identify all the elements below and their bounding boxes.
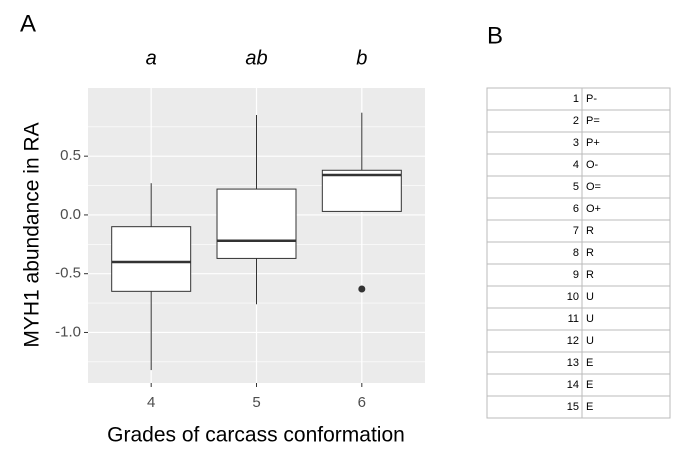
y-tick-label: -0.5 (55, 265, 81, 282)
table-cell: E (586, 379, 593, 391)
box (111, 226, 192, 292)
table-cell: 13 (567, 357, 579, 369)
x-tick-label: 4 (147, 394, 155, 411)
significance-letter: ab (245, 47, 267, 69)
table-cell: O+ (586, 203, 601, 215)
y-axis-title: MYH1 abundance in RA (21, 122, 44, 347)
x-axis-title: Grades of carcass conformation (107, 424, 405, 447)
outlier (358, 285, 366, 293)
table-cell: 14 (567, 379, 579, 391)
box (216, 188, 297, 259)
table-cell: 3 (573, 137, 579, 149)
table-cell: E (586, 357, 593, 369)
x-tick-label: 5 (252, 394, 260, 411)
table-cell: U (586, 313, 594, 325)
table-cell: 4 (573, 159, 579, 171)
table-cell: 1 (573, 93, 579, 105)
table-cell: 5 (573, 181, 579, 193)
table-cell: 12 (567, 335, 579, 347)
box (321, 169, 402, 212)
table-cell: U (586, 335, 594, 347)
table-cell: R (586, 247, 594, 259)
significance-letter: a (146, 47, 157, 69)
panel-label: B (487, 22, 503, 49)
table-cell: E (586, 401, 593, 413)
significance-letter: b (356, 47, 367, 69)
table-cell: 7 (573, 225, 579, 237)
table-border (486, 87, 671, 419)
table-cell: O- (586, 159, 599, 171)
panel-label: A (20, 10, 36, 37)
table-cell: 8 (573, 247, 579, 259)
table-cell: P= (586, 115, 600, 127)
table-cell: P- (586, 93, 597, 105)
table-cell: 2 (573, 115, 579, 127)
table-cell: 15 (567, 401, 579, 413)
y-tick-label: -1.0 (55, 323, 81, 340)
table-cell: O= (586, 181, 601, 193)
table-cell: 11 (568, 313, 579, 325)
y-tick-label: 0.5 (60, 147, 81, 164)
table-cell: 6 (573, 203, 579, 215)
x-tick-label: 6 (358, 394, 366, 411)
table-cell: 9 (573, 269, 579, 281)
table-cell: P+ (586, 137, 600, 149)
table-cell: R (586, 269, 594, 281)
table-cell: 10 (567, 291, 579, 303)
y-tick-label: 0.0 (60, 206, 81, 223)
table-cell: U (586, 291, 594, 303)
table-cell: R (586, 225, 594, 237)
